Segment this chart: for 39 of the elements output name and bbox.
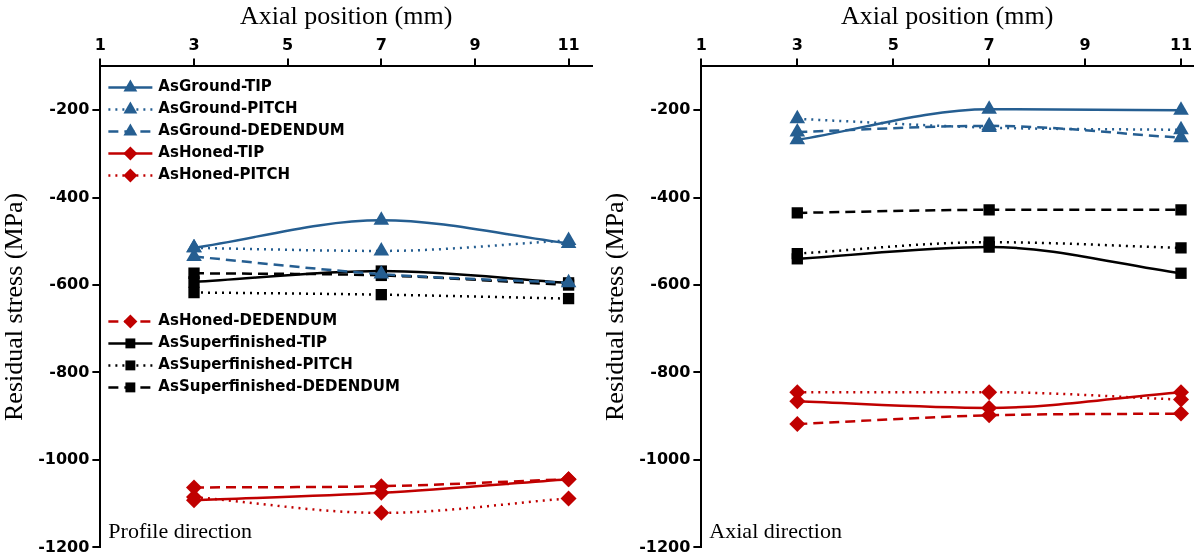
y-axis-title: Residual stress (MPa): [0, 192, 29, 421]
legend-label: AsSuperfinished-PITCH: [158, 355, 353, 374]
y-tick-label: -1200: [38, 536, 90, 556]
x-tick-label: 1: [94, 34, 106, 54]
y-tick-label: -1000: [38, 449, 90, 469]
x-tick-label: 7: [983, 34, 995, 54]
x-tick-label: 9: [469, 34, 481, 54]
y-tick-label: -800: [650, 361, 691, 381]
y-tick-label: -400: [650, 186, 691, 206]
x-axis-title: Axial position (mm): [841, 1, 1054, 31]
y-tick-label: -400: [49, 186, 90, 206]
x-tick-label: 1: [695, 34, 707, 54]
x-axis-title: Axial position (mm): [240, 1, 453, 31]
legend-label: AsHoned-TIP: [158, 143, 265, 162]
x-tick-label: 11: [1169, 34, 1193, 54]
legend-label: AsHoned-DEDENDUM: [158, 311, 338, 330]
x-tick-label: 5: [282, 34, 294, 54]
y-axis-title: Residual stress (MPa): [600, 192, 630, 421]
y-tick-label: -200: [49, 99, 90, 119]
x-tick-label: 11: [557, 34, 580, 54]
x-tick-label: 7: [375, 34, 387, 54]
legend-label: AsSuperfinished-DEDENDUM: [158, 377, 400, 396]
x-tick-label: 5: [887, 34, 899, 54]
annotation: Profile direction: [108, 518, 252, 544]
legend-label: AsGround-DEDENDUM: [158, 121, 345, 140]
legend-label: AsGround-PITCH: [158, 99, 298, 118]
y-tick-label: -1200: [639, 536, 691, 556]
y-tick-label: -600: [650, 274, 691, 294]
x-tick-label: 3: [791, 34, 803, 54]
x-tick-label: 3: [188, 34, 200, 54]
legend-label: AsSuperfinished-TIP: [158, 333, 327, 352]
y-tick-label: -200: [650, 99, 691, 119]
annotation: Axial direction: [709, 518, 842, 544]
legend-label: AsHoned-PITCH: [158, 165, 290, 184]
x-tick-label: 9: [1079, 34, 1091, 54]
y-tick-label: -1000: [639, 449, 691, 469]
legend-label: AsGround-TIP: [158, 77, 272, 96]
y-tick-label: -800: [49, 361, 90, 381]
y-tick-label: -600: [49, 274, 90, 294]
